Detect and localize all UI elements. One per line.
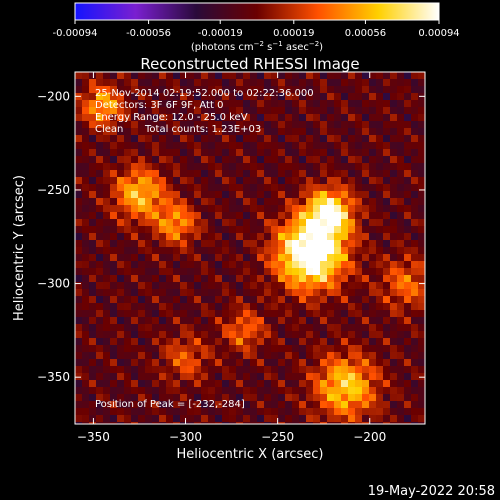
x-tick-label: −350 <box>77 430 110 444</box>
plot-frame <box>74 71 426 425</box>
colorbar-ticks: -0.00094 -0.00056 -0.00019 0.00019 0.00056 0.… <box>53 20 460 39</box>
colorbar-tick-label: -0.00056 <box>126 28 171 39</box>
x-axis-label: Heliocentric X (arcsec) <box>177 447 324 462</box>
x-tick-label: −300 <box>169 430 202 444</box>
y-axis-ticks: −200 −250 −300 −350 <box>37 89 425 384</box>
x-axis-ticks: −350 −300 −250 −200 <box>77 72 386 444</box>
colorbar-tick-label: 0.00094 <box>418 28 459 39</box>
annotation-energy-range: Energy Range: 12.0 - 25.0 keV <box>95 112 248 123</box>
y-tick-label: −200 <box>37 89 70 103</box>
y-tick-label: −250 <box>37 183 70 197</box>
colorbar-tick-label: 0.00019 <box>273 28 314 39</box>
colorbar-tick-label: -0.00094 <box>53 28 98 39</box>
colorbar-gradient <box>74 2 440 21</box>
y-tick-label: −300 <box>37 277 70 291</box>
annotation-time-range: 25-Nov-2014 02:19:52.000 to 02:22:36.000 <box>95 88 314 99</box>
x-tick-label: −250 <box>261 430 294 444</box>
y-tick-label: −350 <box>37 370 70 384</box>
colorbar-tick-label: 0.00056 <box>345 28 386 39</box>
chart-title: Reconstructed RHESSI Image <box>140 55 359 73</box>
heatmap-image <box>75 72 425 424</box>
colorbar-tick-label: -0.00019 <box>198 28 243 39</box>
annotation-peak-position: Position of Peak = [-232,-284] <box>95 399 245 410</box>
x-tick-label: −200 <box>353 430 386 444</box>
annotation-clean: Clean <box>95 124 123 135</box>
colorbar: -0.00094 -0.00056 -0.00019 0.00019 0.00056 0.… <box>53 2 460 53</box>
colorbar-units-label: (photons cm−2 s−1 asec−2) <box>191 40 323 53</box>
annotation-total-counts: Total counts: 1.23E+03 <box>144 124 261 135</box>
annotation-block: 25-Nov-2014 02:19:52.000 to 02:22:36.000… <box>95 88 314 135</box>
y-axis-label: Heliocentric Y (arcsec) <box>12 175 27 321</box>
footer-date: 19-May-2022 20:58 <box>368 484 495 499</box>
annotation-detectors: Detectors: 3F 6F 9F, Att 0 <box>95 100 223 111</box>
